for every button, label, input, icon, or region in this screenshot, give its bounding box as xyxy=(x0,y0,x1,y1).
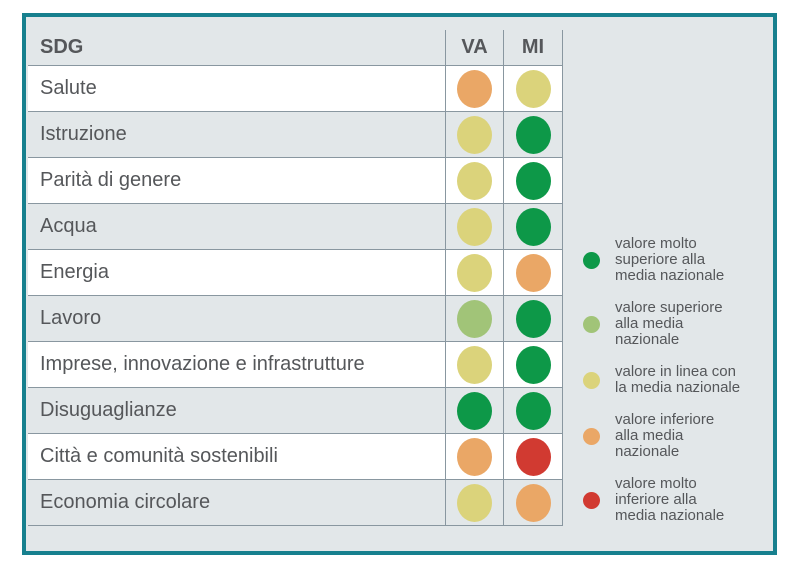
row-label: Disuguaglianze xyxy=(28,388,445,434)
legend-label: valore inferiore alla media nazionale xyxy=(615,411,715,460)
legend-label: valore in linea con la media nazionale xyxy=(615,363,741,396)
sdg-table: SDG VA MI Salute Istruzione Parità di gene… xyxy=(28,30,563,526)
dot-cell xyxy=(503,112,563,158)
legend-dot-superiore xyxy=(583,315,600,333)
status-dot-mi xyxy=(515,391,551,430)
legend-item: valore in linea con la media nazionale xyxy=(583,364,771,396)
sdg-comparison-panel: SDG VA MI Salute Istruzione Parità di gene… xyxy=(22,13,777,555)
row-label: Energia xyxy=(28,250,445,296)
dot-cell xyxy=(445,158,503,204)
dot-cell xyxy=(503,480,563,526)
legend-label: valore superiore alla media nazionale xyxy=(615,299,723,348)
row-label: Salute xyxy=(28,66,445,112)
row-label: Istruzione xyxy=(28,112,445,158)
row-label: Lavoro xyxy=(28,296,445,342)
dot-cell xyxy=(445,480,503,526)
row-label: Parità di genere xyxy=(28,158,445,204)
status-dot-va xyxy=(457,391,492,430)
dot-cell xyxy=(503,158,563,204)
status-dot-mi xyxy=(515,115,551,154)
dot-cell xyxy=(445,112,503,158)
legend-item: valore molto superiore alla media nazion… xyxy=(583,236,771,284)
legend-dot-inferiore xyxy=(583,427,600,445)
status-dot-va xyxy=(457,69,492,108)
row-label: Imprese, innovazione e infrastrutture xyxy=(28,342,445,388)
row-label: Città e comunità sostenibili xyxy=(28,434,445,480)
legend-item: valore superiore alla media nazionale xyxy=(583,300,771,348)
status-dot-va xyxy=(457,437,492,476)
dot-cell xyxy=(445,342,503,388)
status-dot-va xyxy=(457,207,492,246)
legend-dot-molto-superiore xyxy=(583,251,600,269)
row-label: Acqua xyxy=(28,204,445,250)
legend-item: valore inferiore alla media nazionale xyxy=(583,412,771,460)
dot-cell xyxy=(445,250,503,296)
status-dot-mi xyxy=(515,253,551,292)
dot-cell xyxy=(445,204,503,250)
row-label: Economia circolare xyxy=(28,480,445,526)
header-cell-sdg: SDG xyxy=(28,30,445,66)
status-dot-mi xyxy=(515,161,551,200)
status-dot-mi xyxy=(515,345,551,384)
dot-cell xyxy=(503,342,563,388)
status-dot-mi xyxy=(515,207,551,246)
status-dot-mi xyxy=(515,69,551,108)
status-dot-va xyxy=(457,115,492,154)
dot-cell xyxy=(503,296,563,342)
legend: valore molto superiore alla media nazion… xyxy=(583,236,771,540)
dot-cell xyxy=(503,434,563,480)
status-dot-va xyxy=(457,161,492,200)
header-cell-va: VA xyxy=(445,30,503,66)
legend-label: valore molto superiore alla media nazion… xyxy=(615,235,725,284)
status-dot-va xyxy=(457,345,492,384)
status-dot-va xyxy=(457,253,492,292)
status-dot-mi xyxy=(515,437,551,476)
dot-cell xyxy=(503,250,563,296)
dot-cell xyxy=(445,296,503,342)
dot-cell xyxy=(445,66,503,112)
dot-cell xyxy=(503,66,563,112)
status-dot-va xyxy=(457,299,492,338)
status-dot-mi xyxy=(515,299,551,338)
legend-label: valore molto inferiore alla media nazion… xyxy=(615,475,725,524)
header-cell-mi: MI xyxy=(503,30,563,66)
status-dot-mi xyxy=(515,483,551,522)
dot-cell xyxy=(445,434,503,480)
dot-cell xyxy=(503,388,563,434)
legend-dot-molto-inferiore xyxy=(583,491,600,509)
status-dot-va xyxy=(457,483,492,522)
legend-dot-in-linea xyxy=(583,371,600,389)
legend-item: valore molto inferiore alla media nazion… xyxy=(583,476,771,524)
dot-cell xyxy=(503,204,563,250)
dot-cell xyxy=(445,388,503,434)
